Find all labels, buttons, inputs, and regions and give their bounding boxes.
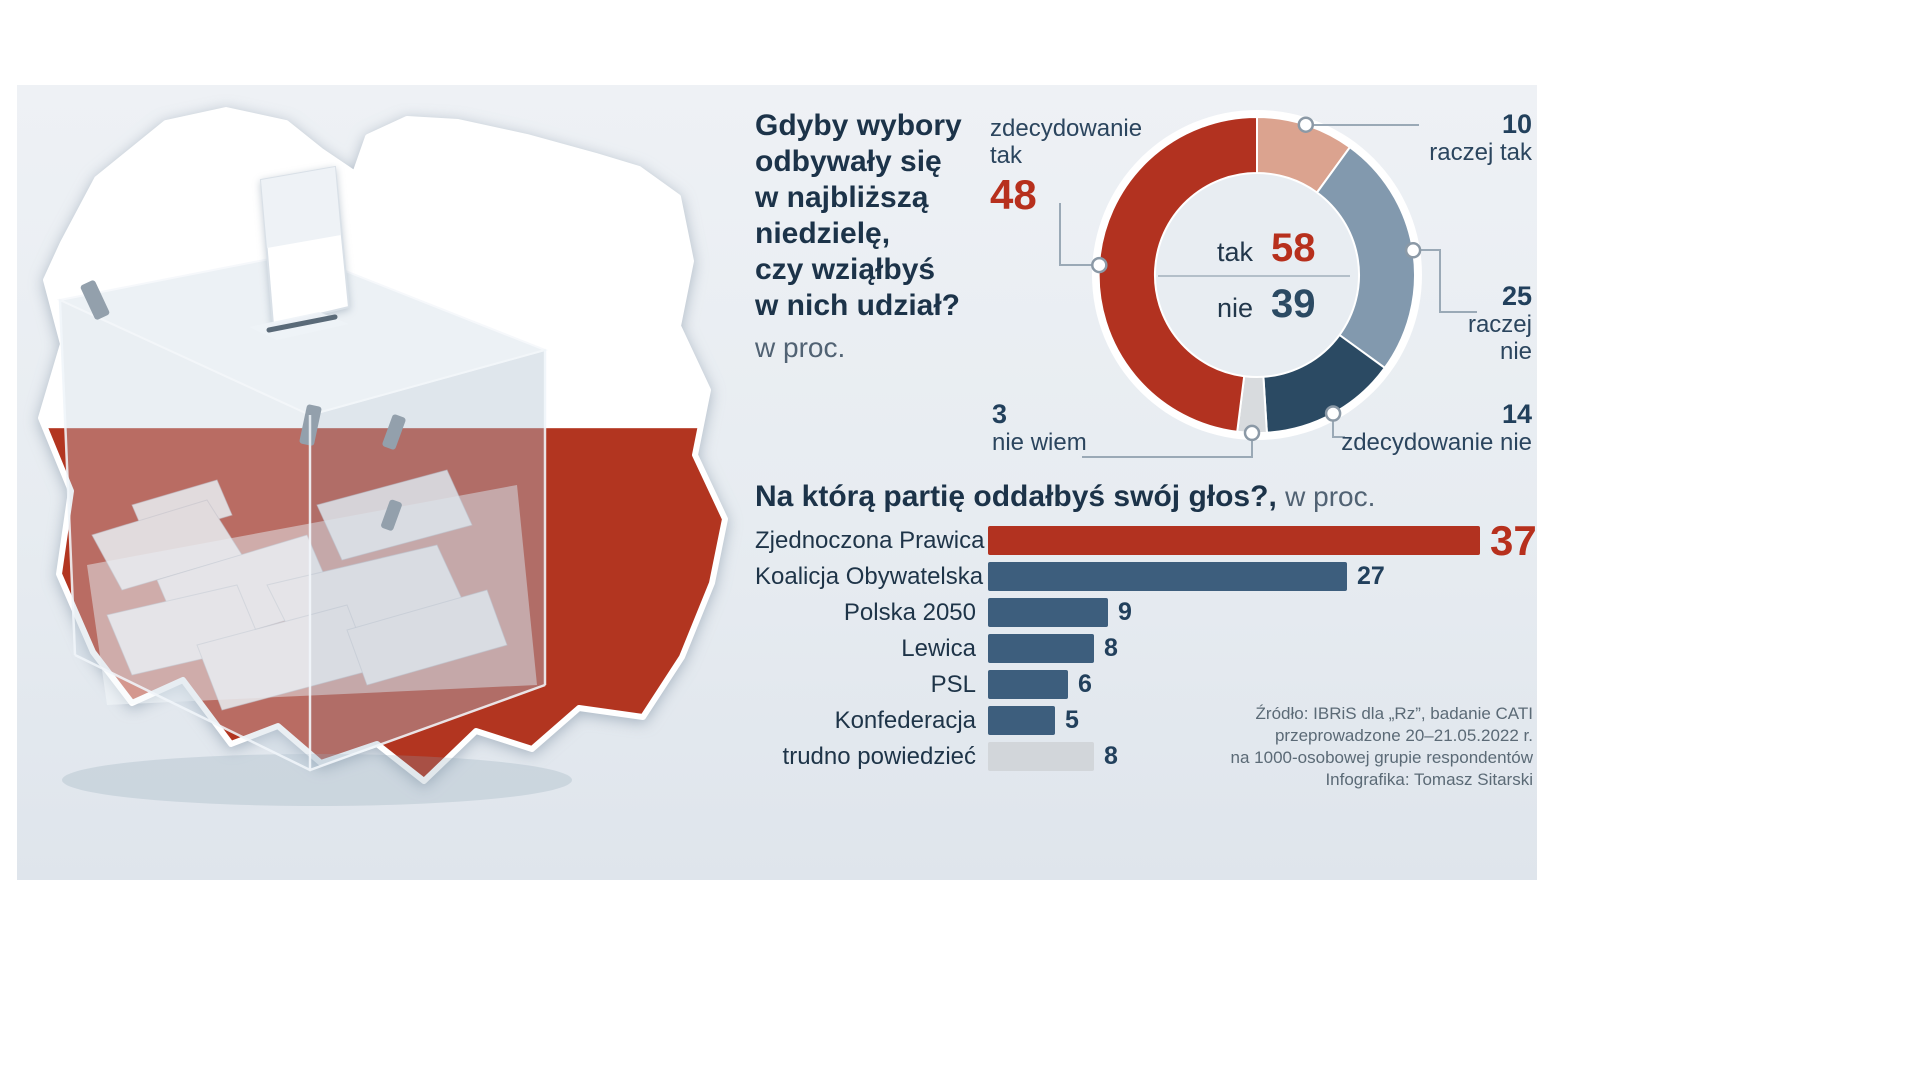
bar-label: PSL [930, 670, 976, 698]
summary-value-nie: 39 [1271, 282, 1316, 326]
callout-value: 14 [1501, 399, 1532, 429]
bar-label: Lewica [901, 634, 976, 662]
donut-callout-dots [1091, 116, 1422, 442]
callout-dot-zdecydowanie-nie [1324, 405, 1342, 422]
donut-leader-lines [1059, 124, 1477, 458]
infographic-panel: Gdyby wybory odbywały się w najbliższą n… [17, 85, 1537, 880]
callout-label: zdecydowanie tak [990, 115, 1143, 169]
callout-label: nie wiem [992, 429, 1087, 456]
bar-value: 27 [1357, 562, 1385, 590]
bar-label: Koalicja Obywatelska [755, 562, 984, 590]
box-slot-line [266, 314, 338, 333]
summary-value-tak: 58 [1271, 226, 1316, 270]
callout-raczej-tak: 10 raczej tak [1402, 109, 1532, 166]
ballot-paper-fold [261, 167, 341, 248]
bar-label: trudno powiedzieć [782, 742, 976, 770]
callout-label: raczej nie [1467, 311, 1532, 365]
turnout-question-unit: w proc. [755, 332, 846, 363]
callout-label: raczej tak [1429, 139, 1532, 166]
callout-value: 48 [990, 171, 1037, 218]
callout-zdecydowanie-nie: 14 zdecydowanie nie [1312, 399, 1532, 456]
callout-zdecydowanie-tak: zdecydowanie tak 48 [990, 115, 1155, 218]
bar-row-1: Zjednoczona Prawica 37 [755, 517, 1537, 564]
callout-dot-raczej-nie [1404, 242, 1422, 259]
box-shadow [62, 754, 572, 806]
bar-label: Polska 2050 [843, 598, 976, 626]
bar [988, 706, 1055, 735]
bar-value: 8 [1104, 742, 1118, 770]
box-edges [58, 299, 547, 772]
bar-row-5: PSL 6 [755, 670, 1537, 699]
callout-value: 25 [1501, 281, 1532, 311]
callout-dot-nie-wiem [1243, 424, 1261, 442]
vote-papers [91, 469, 508, 711]
source-credits: Źródło: IBRiS dla „Rz”, badanie CATI prz… [1230, 704, 1533, 789]
ballot-box [56, 165, 572, 806]
summary-label-tak: tak [1216, 237, 1253, 267]
bar-label: Konfederacja [834, 706, 976, 734]
summary-row-nie: nie 39 [1158, 282, 1350, 328]
turnout-question-text: Gdyby wybory odbywały się w najbliższą n… [755, 109, 962, 322]
callout-raczej-nie: 25 raczej nie [1442, 281, 1532, 365]
bar-row-3: Polska 2050 9 [755, 598, 1537, 627]
summary-label-nie: nie [1216, 293, 1253, 323]
bar-value: 6 [1078, 670, 1092, 698]
callout-dot-zdecydowanie-tak [1091, 256, 1108, 274]
donut-segment-zdecydowanie-tak [1097, 115, 1258, 433]
callout-value: 10 [1501, 109, 1532, 139]
party-chart-title-text: Na którą partię oddałbyś swój głos?, [755, 480, 1277, 513]
callout-value: 3 [992, 399, 1008, 429]
bar-value: 5 [1065, 706, 1079, 734]
bar-row-4: Lewica 8 [755, 634, 1537, 663]
party-chart-title: Na którą partię oddałbyś swój głos?, w p… [755, 480, 1537, 514]
callout-label: zdecydowanie nie [1341, 429, 1532, 456]
callout-nie-wiem: 3 nie wiem [992, 399, 1102, 456]
ballot-box-poland-illustration [38, 107, 728, 806]
bar-row-7: trudno powiedzieć 8 [755, 742, 1537, 771]
turnout-question: Gdyby wybory odbywały się w najbliższą n… [755, 108, 995, 364]
bar [988, 742, 1094, 771]
donut-segments [1097, 115, 1416, 434]
bar [988, 598, 1108, 627]
bar [988, 634, 1094, 663]
callout-dot-raczej-tak [1297, 116, 1315, 133]
party-bar-chart: Zjednoczona Prawica 37 Koalicja Obywatelsk… [755, 517, 1537, 778]
bar [988, 562, 1347, 591]
bar-label: Zjednoczona Prawica [755, 526, 985, 554]
bar-value: 37 [1490, 517, 1537, 564]
bar-row-2: Koalicja Obywatelska 27 [755, 562, 1537, 591]
party-chart-unit: w proc. [1285, 481, 1376, 512]
bar-value: 9 [1118, 598, 1132, 626]
bar-value: 8 [1104, 634, 1118, 662]
donut-center-summary: tak 58 nie 39 [1158, 226, 1350, 328]
bar [988, 670, 1068, 699]
summary-divider [1158, 275, 1350, 277]
bar [988, 526, 1480, 555]
summary-row-tak: tak 58 [1158, 226, 1350, 272]
bar-row-6: Konfederacja 5 [755, 706, 1537, 735]
